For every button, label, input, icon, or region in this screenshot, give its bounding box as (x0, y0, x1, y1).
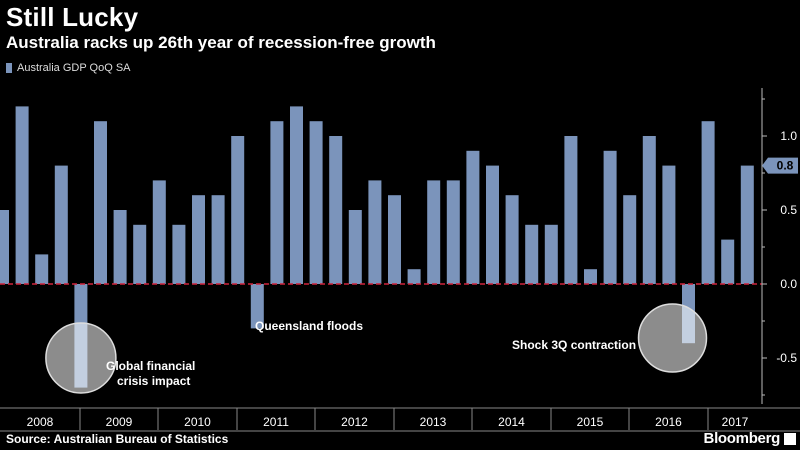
bar (407, 269, 421, 284)
bar (505, 195, 519, 284)
bar (721, 239, 735, 284)
bar (309, 121, 323, 284)
chart-subtitle: Australia racks up 26th year of recessio… (6, 33, 436, 52)
year-label: 2012 (341, 415, 368, 429)
bar (662, 165, 676, 284)
bar (113, 210, 127, 284)
chart-title: Still Lucky (6, 2, 139, 32)
bar (192, 195, 205, 284)
bar (15, 106, 29, 285)
bar (0, 210, 9, 284)
year-label: 2010 (184, 415, 211, 429)
brand-mark-icon (784, 433, 796, 445)
bar (348, 210, 362, 284)
y-tick-label: 0.0 (780, 277, 797, 291)
source-note: Source: Australian Bureau of Statistics (6, 432, 229, 446)
bar (152, 180, 166, 284)
y-tick-label: 0.5 (780, 203, 797, 217)
y-tick-label: 1.0 (780, 129, 797, 143)
bar (701, 121, 715, 284)
bar (446, 180, 460, 284)
bar (466, 150, 480, 284)
bar (368, 180, 382, 284)
last-value-callout (762, 157, 798, 174)
bar (486, 165, 499, 284)
annotation-circle (45, 322, 117, 394)
bar (564, 136, 578, 284)
year-label: 2014 (498, 415, 525, 429)
bar (94, 121, 107, 284)
year-label: 2009 (106, 415, 133, 429)
legend-swatch (6, 63, 12, 73)
bar (231, 136, 245, 284)
annotation-label: Queensland floods (255, 319, 363, 333)
bar (642, 136, 656, 284)
year-label: 2008 (27, 415, 54, 429)
annotation-circle (637, 303, 708, 373)
bar (250, 284, 264, 329)
brand-logo: Bloomberg (703, 430, 781, 447)
bar (388, 195, 401, 284)
bar (603, 150, 617, 284)
year-label: 2017 (722, 415, 749, 429)
legend: Australia GDP QoQ SA (6, 62, 131, 74)
bar (329, 136, 343, 284)
year-label: 2016 (655, 415, 682, 429)
last-value-label: 0.8 (777, 159, 794, 173)
annotation-label: Global financial crisis impact (106, 359, 195, 388)
bar (54, 165, 68, 284)
bar (623, 195, 637, 284)
bar (35, 254, 49, 284)
year-label: 2011 (263, 415, 289, 429)
bar (211, 195, 225, 284)
year-label: 2013 (420, 415, 447, 429)
bar (740, 165, 754, 284)
annotation-label: Shock 3Q contraction (512, 338, 636, 352)
bar (525, 224, 539, 284)
y-tick-label: -0.5 (776, 351, 797, 365)
bar (133, 224, 147, 284)
bar (544, 224, 558, 284)
bar (427, 180, 441, 284)
year-label: 2015 (577, 415, 604, 429)
bar (270, 121, 284, 284)
bar (172, 224, 186, 284)
legend-label: Australia GDP QoQ SA (17, 62, 131, 74)
bar (584, 269, 597, 284)
bar (290, 106, 303, 285)
